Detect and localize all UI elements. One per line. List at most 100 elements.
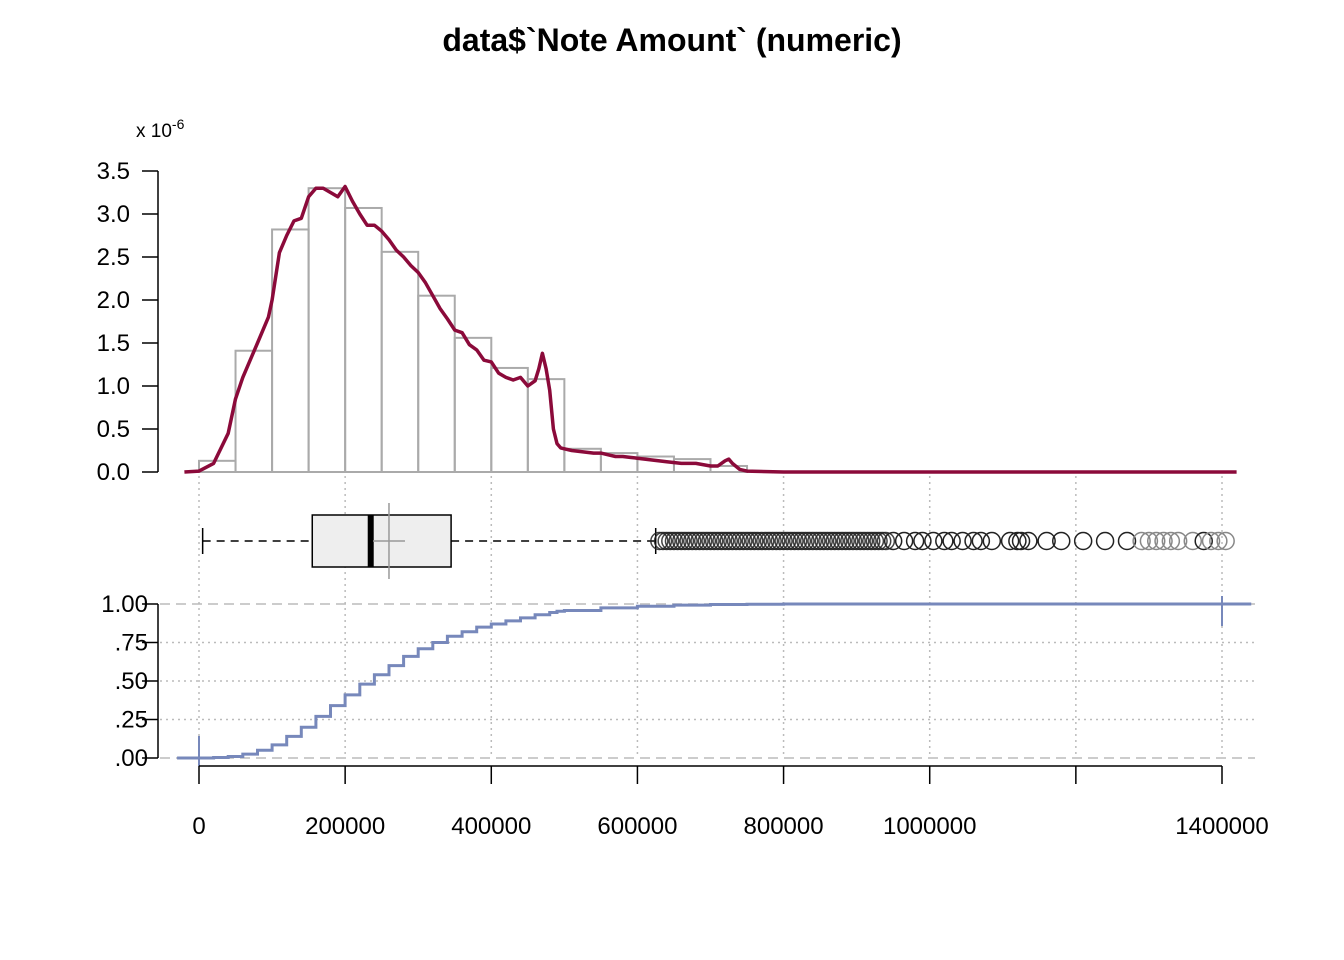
outlier-point <box>767 531 786 551</box>
y-tick-label-histogram: 0.5 <box>97 416 130 443</box>
outlier-point <box>935 531 954 551</box>
outlier-point <box>1161 531 1181 551</box>
outlier-point <box>693 531 713 551</box>
axes: 0.0 0.5 1.0 1.5 2.0 2.5 3.0 3.5 .00 .25 .50 .75 1.00… <box>97 158 1269 840</box>
histogram-bar <box>453 336 493 473</box>
outlier-point <box>734 531 753 551</box>
outlier-point <box>1194 531 1213 551</box>
x-tick-label: 800000 <box>744 813 824 840</box>
outlier-point <box>971 531 991 551</box>
y-tick-label-ecdf: 1.00 <box>101 591 148 618</box>
ecdf-curve <box>177 602 1252 760</box>
chart-title: data$`Note Amount` (numeric) <box>442 22 902 58</box>
boxplot-panel <box>201 503 1235 579</box>
outlier-point <box>825 531 844 551</box>
outlier-point <box>869 531 888 551</box>
outlier-point <box>788 531 808 551</box>
outlier-point <box>1019 531 1038 551</box>
outlier-point <box>741 531 760 551</box>
y-tick-label-ecdf: .25 <box>115 707 148 734</box>
outlier-point <box>818 531 837 551</box>
grid-layer <box>160 476 1255 759</box>
y-tick-label-ecdf: .50 <box>115 668 148 695</box>
outlier-point <box>723 531 742 551</box>
outlier-point <box>1209 531 1228 551</box>
outlier-point <box>865 531 885 551</box>
histogram-bar <box>234 349 274 473</box>
histogram-bar <box>380 250 420 473</box>
outlier-point <box>840 531 859 551</box>
outlier-point <box>851 531 870 551</box>
outlier-point <box>858 531 877 551</box>
y-tick-label-ecdf: .75 <box>115 630 148 657</box>
outlier-point <box>712 531 731 551</box>
outlier-point <box>679 531 698 551</box>
outlier-point <box>752 531 771 551</box>
y-tick-label-ecdf: .00 <box>115 745 148 772</box>
outlier-point <box>913 531 932 551</box>
outlier-point <box>829 531 848 551</box>
outlier-point <box>675 531 695 551</box>
x-tick-label: 1400000 <box>1175 813 1268 840</box>
outlier-point <box>726 531 746 551</box>
outlier-point <box>1168 531 1188 551</box>
x-tick-label: 400000 <box>451 813 531 840</box>
outlier-point <box>781 531 801 551</box>
histogram-bar <box>307 187 347 473</box>
outlier-point <box>803 531 823 551</box>
outlier-point <box>661 531 680 551</box>
y-tick-label-histogram: 3.5 <box>97 158 130 185</box>
outlier-point <box>1146 531 1166 551</box>
histogram-bar <box>490 366 529 473</box>
outlier-point <box>843 531 863 551</box>
density-curve <box>184 184 1237 474</box>
outlier-point <box>876 531 896 551</box>
outlier-point <box>715 531 735 551</box>
outlier-point <box>821 531 841 551</box>
outlier-point <box>682 531 702 551</box>
y-tick-label-histogram: 2.0 <box>97 287 130 314</box>
histogram-bar <box>709 464 749 474</box>
outlier-point <box>774 531 793 551</box>
outlier-point <box>650 531 669 551</box>
outlier-point <box>708 531 728 551</box>
outlier-point <box>664 531 684 551</box>
x-tick-label: 200000 <box>305 813 385 840</box>
y-tick-label-histogram: 1.5 <box>97 330 130 357</box>
outlier-point <box>905 531 925 551</box>
outlier-point <box>672 531 691 551</box>
outlier-point <box>701 531 720 551</box>
outlier-point <box>777 531 797 551</box>
outlier-point <box>792 531 812 551</box>
outlier-point <box>836 531 855 551</box>
outlier-point <box>759 531 779 551</box>
outlier-point <box>1011 531 1031 551</box>
outlier-point <box>745 531 764 551</box>
outlier-point <box>653 531 673 551</box>
outlier-point <box>894 531 914 551</box>
outlier-point <box>763 531 782 551</box>
outlier-point <box>697 531 717 551</box>
outlier-point <box>1051 531 1071 551</box>
outlier-point <box>657 531 676 551</box>
outlier-point <box>854 531 874 551</box>
outlier-point <box>1008 531 1027 551</box>
outlier-point <box>799 531 819 551</box>
outlier-point <box>1132 531 1151 551</box>
outlier-point <box>924 531 943 551</box>
outlier-point <box>942 531 961 551</box>
y-tick-label-histogram: 1.0 <box>97 373 130 400</box>
outlier-point <box>1000 531 1020 551</box>
outlier-point <box>668 531 687 551</box>
histogram-bar <box>344 206 383 473</box>
outlier-point <box>862 531 881 551</box>
x-tick-label: 0 <box>192 813 205 840</box>
outlier-point <box>832 531 852 551</box>
outlier-point <box>730 531 749 551</box>
y-tick-label-histogram: 2.5 <box>97 244 130 271</box>
outlier-point <box>686 531 706 551</box>
outlier-point <box>982 531 1002 551</box>
outlier-point <box>1037 531 1056 551</box>
outlier-point <box>1154 531 1173 551</box>
